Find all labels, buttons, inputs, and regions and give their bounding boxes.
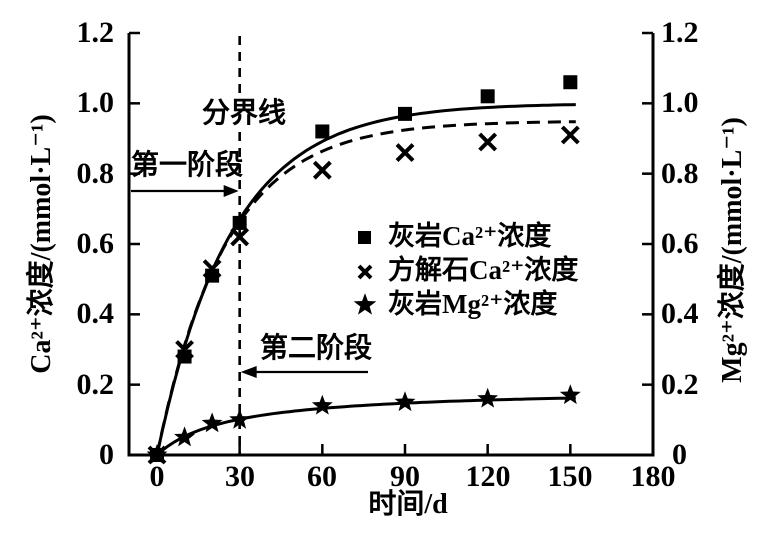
x-marker-icon [352,259,378,283]
data-point-star [229,408,251,429]
data-point-star [174,426,196,447]
left-tick-1.2: 1.2 [76,16,115,49]
right-tick-0.4: 0.4 [661,297,699,330]
stage2-arrowhead [240,366,257,378]
x-tick-60: 60 [307,460,337,493]
x-axis-title: 时间/d [368,489,448,520]
x-tick-30: 30 [225,460,255,493]
left-tick-0.8: 0.8 [76,157,115,190]
legend-label: 灰岩Ca²⁺浓度 [388,221,552,251]
x-tick-150: 150 [547,460,593,493]
left-tick-0.6: 0.6 [76,227,115,260]
data-point-square [398,106,412,121]
legend: 灰岩Ca²⁺浓度 方解石Ca²⁺浓度 灰岩Mg²⁺浓度 [352,222,598,319]
boundary-line-label: 分界线 [184,99,304,129]
series-curve-2 [156,396,576,457]
data-point-square [232,215,247,230]
data-point-x [230,227,250,247]
right-tick-1.2: 1.2 [661,16,699,49]
legend-label: 方解石Ca²⁺浓度 [388,255,579,285]
data-point-square [480,89,495,104]
right-tick-1.0: 1.0 [661,86,699,119]
stage1-arrowhead [223,185,239,197]
left-axis-title: Ca²⁺浓度/(mmol·L⁻¹) [26,114,57,374]
series-curve-0 [155,103,576,456]
data-point-star [477,387,499,408]
right-axis-title: Mg²⁺浓度/(mmol·L⁻¹) [717,117,748,383]
left-tick-0.4: 0.4 [76,297,115,330]
data-point-star [201,412,223,433]
x-tick-180: 180 [630,460,676,493]
series-curve-1 [155,120,576,456]
x-tick-0: 0 [149,460,165,493]
left-tick-1.0: 1.0 [76,86,115,119]
data-point-square [315,124,330,139]
x-tick-120: 120 [465,460,511,493]
stage1-label: 第一阶段 [131,150,244,181]
axes-frame [127,33,655,457]
data-point-star [311,394,333,415]
right-tick-0.6: 0.6 [661,227,699,260]
star-marker-icon [352,292,378,317]
right-tick-0.2: 0.2 [661,368,699,401]
data-point-star [559,384,581,405]
legend-item-limestone-ca: 灰岩Ca²⁺浓度 [352,222,598,251]
x-tick-90: 90 [390,460,420,493]
stage2-label: 第二阶段 [260,333,373,364]
data-point-x [560,125,580,145]
right-tick-0: 0 [672,438,687,471]
square-marker-icon [352,225,378,249]
data-point-x [202,259,222,279]
data-point-x [478,132,498,152]
data-point-star [146,444,168,464]
data-point-x [175,340,194,359]
right-tick-0.8: 0.8 [661,157,699,190]
left-tick-0: 0 [99,438,114,471]
legend-label: 灰岩Mg²⁺浓度 [388,289,558,319]
legend-item-limestone-mg: 灰岩Mg²⁺浓度 [352,290,598,319]
data-point-star [394,391,416,412]
data-point-square [563,75,578,90]
left-tick-0.2: 0.2 [76,368,115,401]
data-point-x [312,160,332,180]
data-point-x [395,143,415,162]
legend-item-calcite-ca: 方解石Ca²⁺浓度 [352,256,598,285]
